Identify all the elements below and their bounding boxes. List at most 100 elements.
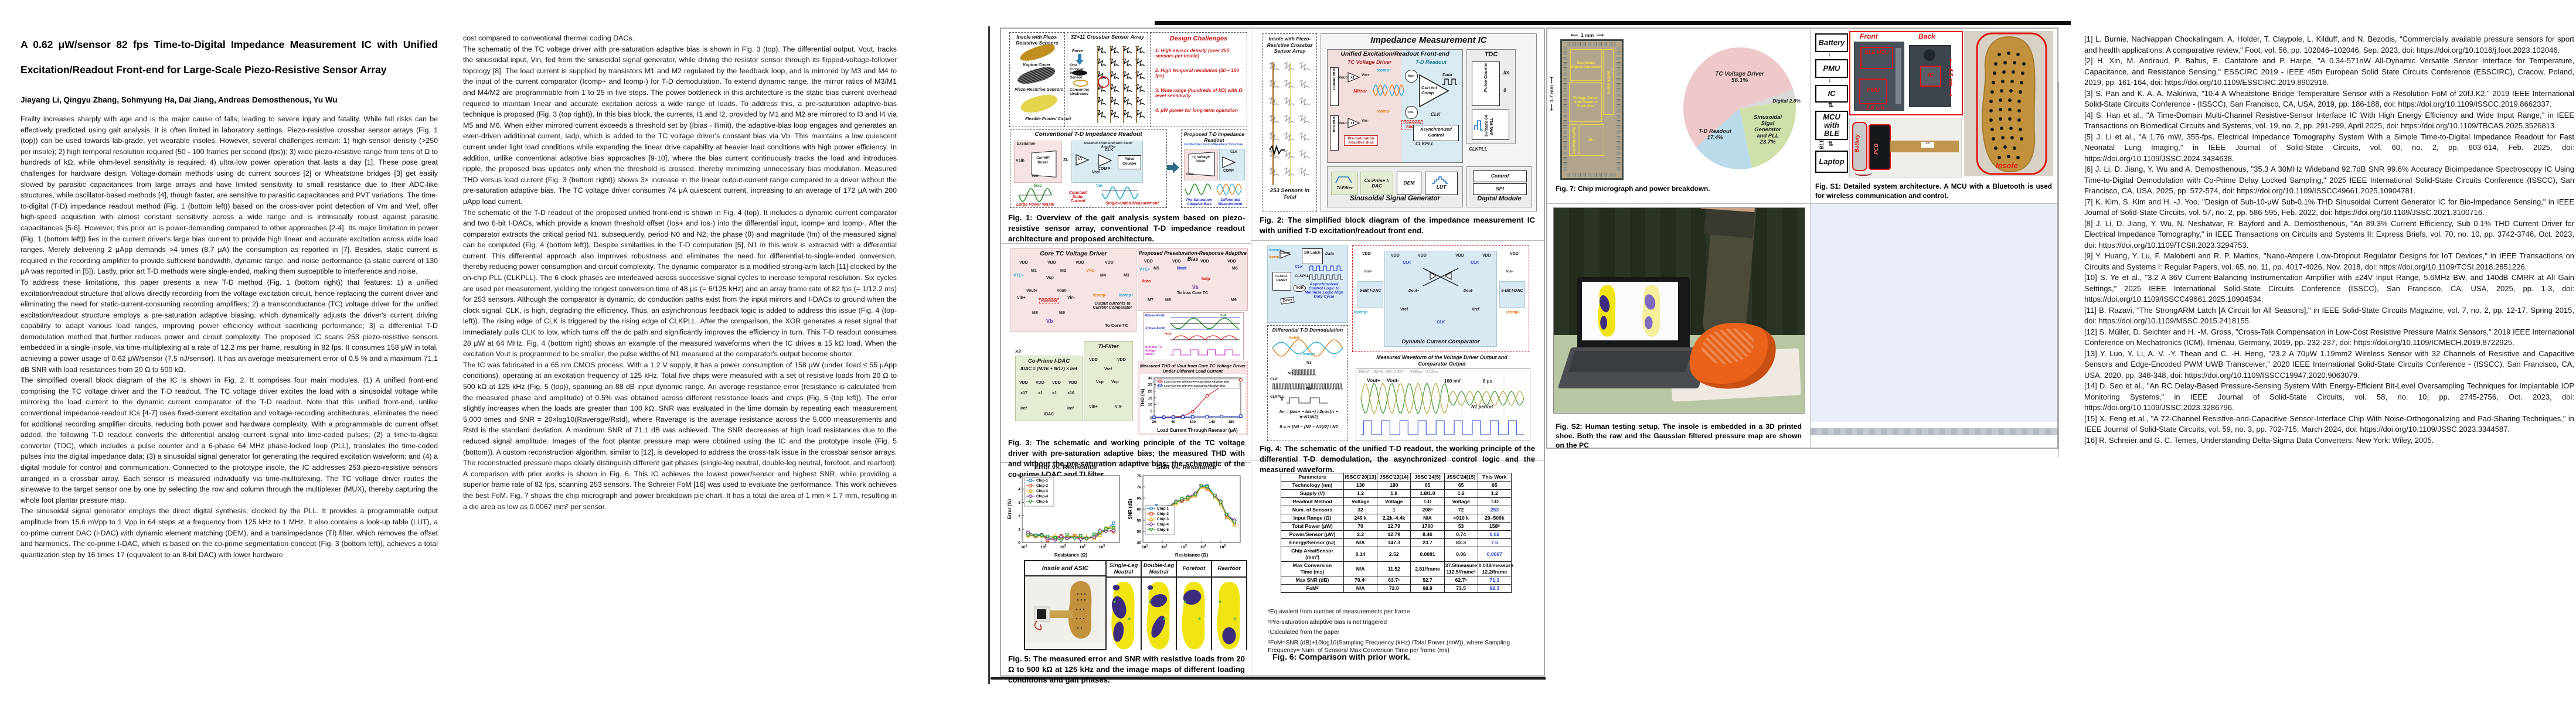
comp-triangle-icon	[1222, 156, 1236, 168]
svg-text:30: 30	[1148, 376, 1152, 380]
svg-text:60: 60	[1136, 507, 1141, 511]
svg-text:101: 101	[1021, 544, 1027, 550]
bias-waveform-plot	[1170, 317, 1240, 356]
figures-page-1: Insole with Piezo-Resistive Sensors Kapt…	[1000, 28, 1545, 684]
ios-minus-source: Ios-	[1405, 106, 1418, 119]
svg-text:103: 103	[1180, 544, 1187, 550]
svg-text:17.4%: 17.4%	[1707, 135, 1723, 141]
force-arrow-icon	[1076, 54, 1084, 65]
excitation-waveform-plot	[1018, 188, 1052, 202]
figs1-caption: Fig. S1: Detailed system architecture. A…	[1815, 182, 2052, 200]
svg-text:Resistance (Ω): Resistance (Ω)	[1175, 552, 1209, 558]
svg-text:55: 55	[1136, 518, 1141, 523]
adaptive-bias-waveform-plot	[1185, 183, 1212, 195]
arrow-right-icon	[1167, 162, 1179, 173]
page-2: cost compared to conventional thermal co…	[463, 34, 897, 511]
fig3-caption: Fig. 3: The schematic and working princi…	[1008, 439, 1245, 479]
chain-mcu: MCU with BLE	[1815, 111, 1848, 140]
fig1-conventional-panel: Conventional T-D Impedance Readout Excit…	[1010, 129, 1167, 208]
fig4-async-panel: Icomp+ Icomp- Comp SR Latch Data CLK CLK…	[1267, 245, 1348, 323]
refs-left-border	[2058, 82, 2059, 457]
lut-box: LUT	[1425, 172, 1458, 195]
chip-dim-width: ⟵ 1 mm ⟶	[1571, 32, 1604, 38]
concentric-electrode-icon	[1073, 80, 1088, 87]
svg-text:and PLL: and PLL	[1757, 133, 1779, 139]
fig3: Core TC Voltage Driver VDD VDD VDD VDD VTC+…	[1001, 244, 1251, 479]
footmap-forefoot	[1177, 578, 1211, 654]
svg-text:Sinusoidal: Sinusoidal	[1754, 114, 1782, 121]
svg-text:Chip-1: Chip-1	[1157, 507, 1169, 511]
svg-text:104: 104	[1080, 544, 1086, 550]
fig1-insole-panel: Insole with Piezo-Resistive Sensors Kapt…	[1009, 32, 1071, 127]
svg-text:Generator: Generator	[1754, 127, 1782, 133]
svg-text:75: 75	[1136, 474, 1141, 478]
fig4-dcc-panel: VDD VDD VDD VDD CLK CLK Dout+ Dout- Vref Vref…	[1352, 245, 1529, 352]
svg-text:Chip-4: Chip-4	[1157, 523, 1169, 527]
column-mux: Column MUX	[1330, 67, 1339, 106]
fig2-tdc-box: TDC Pulse Counter Im θ 6-Phase 64 MHz PL…	[1466, 49, 1516, 144]
svg-text:Chip-1: Chip-1	[1036, 479, 1048, 483]
svg-text:Resistance (Ω): Resistance (Ω)	[1054, 552, 1088, 558]
svg-text:100: 100	[1190, 420, 1196, 424]
insole-asic-photo	[1025, 576, 1105, 649]
svg-text:70: 70	[1136, 485, 1141, 489]
svg-text:180: 180	[1228, 420, 1234, 424]
svg-text:Chip-2: Chip-2	[1157, 512, 1169, 516]
fig3-coprime-panel: Co-Prime I-DAC IDAC = (M/16 + N/17) × Ir…	[1015, 356, 1083, 421]
chain-ic: IC	[1815, 85, 1848, 103]
pcb-photo	[1869, 124, 1891, 170]
svg-text:140: 140	[1209, 420, 1216, 424]
fig3-bias-waveforms: 2(Ibias-Ilimit) -2(Ibias-Ilimit) I3-I4 I…	[1143, 312, 1244, 360]
readout-block: Readout Front End with Static Amplifier …	[1071, 141, 1143, 183]
svg-text:THD (%): THD (%)	[1140, 388, 1145, 407]
svg-text:25: 25	[1148, 383, 1152, 387]
dem-box: DEM	[1397, 172, 1421, 195]
svg-text:Load Current Without Pre-Satur: Load Current Without Pre-Saturation Adap…	[1164, 380, 1230, 383]
figs2-caption: Fig. S2: Human testing setup. The insole…	[1556, 422, 1802, 449]
svg-text:Chip-3: Chip-3	[1036, 489, 1048, 493]
chip-block-pll: PLL	[1580, 124, 1604, 156]
svg-text:0: 0	[1150, 416, 1152, 420]
references: [1] L. Burnie, Nachiappan Chockalingam, …	[2084, 35, 2574, 445]
fig2-ic-box: Impedance Measurement IC Unified Excitat…	[1321, 33, 1537, 211]
fig4-caption: Fig. 4: The schematic of the unified T-D…	[1260, 444, 1535, 474]
piezo-disc-icon	[1072, 70, 1087, 76]
fig5: Error vs. Resistance 0 1 2 3 4 5 101 102 103 104 1…	[1001, 463, 1251, 684]
svg-text:65: 65	[1136, 496, 1141, 500]
ti-filter-box: TI-Filter	[1331, 172, 1358, 195]
svg-text:Load Current Through Rsensor (: Load Current Through Rsensor (μA)	[1157, 428, 1238, 433]
chain-battery: Battery	[1815, 33, 1848, 52]
svg-text:Load Current With Pre-Saturati: Load Current With Pre-Saturation Adaptiv…	[1164, 384, 1226, 387]
pulse-counter-box: Pulse Counter	[1472, 62, 1500, 106]
fig2-ssg-box: TI-Filter Co-Prime I-DAC DEM LUT Sinusoi…	[1327, 166, 1463, 207]
svg-text:50: 50	[1136, 530, 1141, 534]
footmap-single-leg	[1107, 578, 1141, 654]
fig4-scope-title: Measured Waveform of the Voltage Driver …	[1376, 354, 1508, 367]
svg-text:Digital 2.8%: Digital 2.8%	[1772, 98, 1801, 104]
paper-authors: Jiayang Li, Qingyu Zhang, Sohmyung Ha, D…	[21, 95, 338, 104]
svg-text:45: 45	[1136, 541, 1141, 545]
battery-photo	[1852, 122, 1867, 171]
fig7: ⟵ 1 mm ⟶ ⟵ 1.7 mm ⟶ Sinusoidal Signal Ge…	[1547, 29, 1810, 203]
fig2-insole-panel: Insole with Piezo-Resistive Crossbar Sen…	[1263, 33, 1317, 211]
laptop-screen	[1577, 277, 1690, 354]
figs1: Battery ↓ PMU ↓ IC ⇅ MCU with BLE BLE ⇅ …	[1815, 31, 2053, 200]
fig6-caption: Fig. 6: Comparison with prior work.	[1272, 652, 1410, 661]
svg-text:Error (%): Error (%)	[1007, 499, 1012, 520]
fig3-core-panel: Core TC Voltage Driver VDD VDD VDD VDD VTC+…	[1010, 248, 1136, 332]
svg-text:102: 102	[1040, 544, 1047, 550]
spi-box: SPI	[1473, 183, 1527, 195]
footmap-table: Insole and ASIC Sin	[1024, 560, 1247, 653]
excitation-block: Excitation Vsin Current Driver Ico	[1014, 141, 1062, 183]
svg-text:23.7%: 23.7%	[1760, 139, 1776, 145]
row-mux: Row MUX	[1330, 115, 1339, 151]
fig6: Parameters ISSCC'20[13] JSSC'23[14] JSSC'24…	[1251, 460, 1544, 675]
fig7-caption: Fig. 7: Chip micrograph and power breakd…	[1556, 185, 1710, 193]
svg-text:Chip-4: Chip-4	[1036, 494, 1048, 499]
svg-text:105: 105	[1099, 544, 1105, 550]
comp-triangle-icon	[1098, 154, 1112, 167]
fig2-digital-box: Control SPI Digital Module	[1466, 166, 1532, 207]
async-control-box: Asynchronized Control	[1413, 125, 1459, 141]
